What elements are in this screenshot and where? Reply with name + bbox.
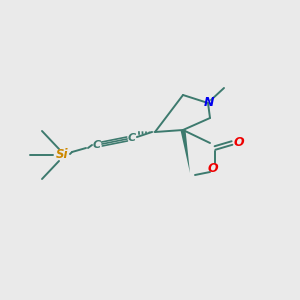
Text: C: C — [93, 140, 101, 150]
Text: N: N — [204, 97, 214, 110]
Text: O: O — [234, 136, 244, 149]
Polygon shape — [181, 130, 190, 173]
Text: C: C — [128, 133, 136, 143]
Text: Si: Si — [56, 148, 68, 161]
Text: O: O — [208, 163, 218, 176]
